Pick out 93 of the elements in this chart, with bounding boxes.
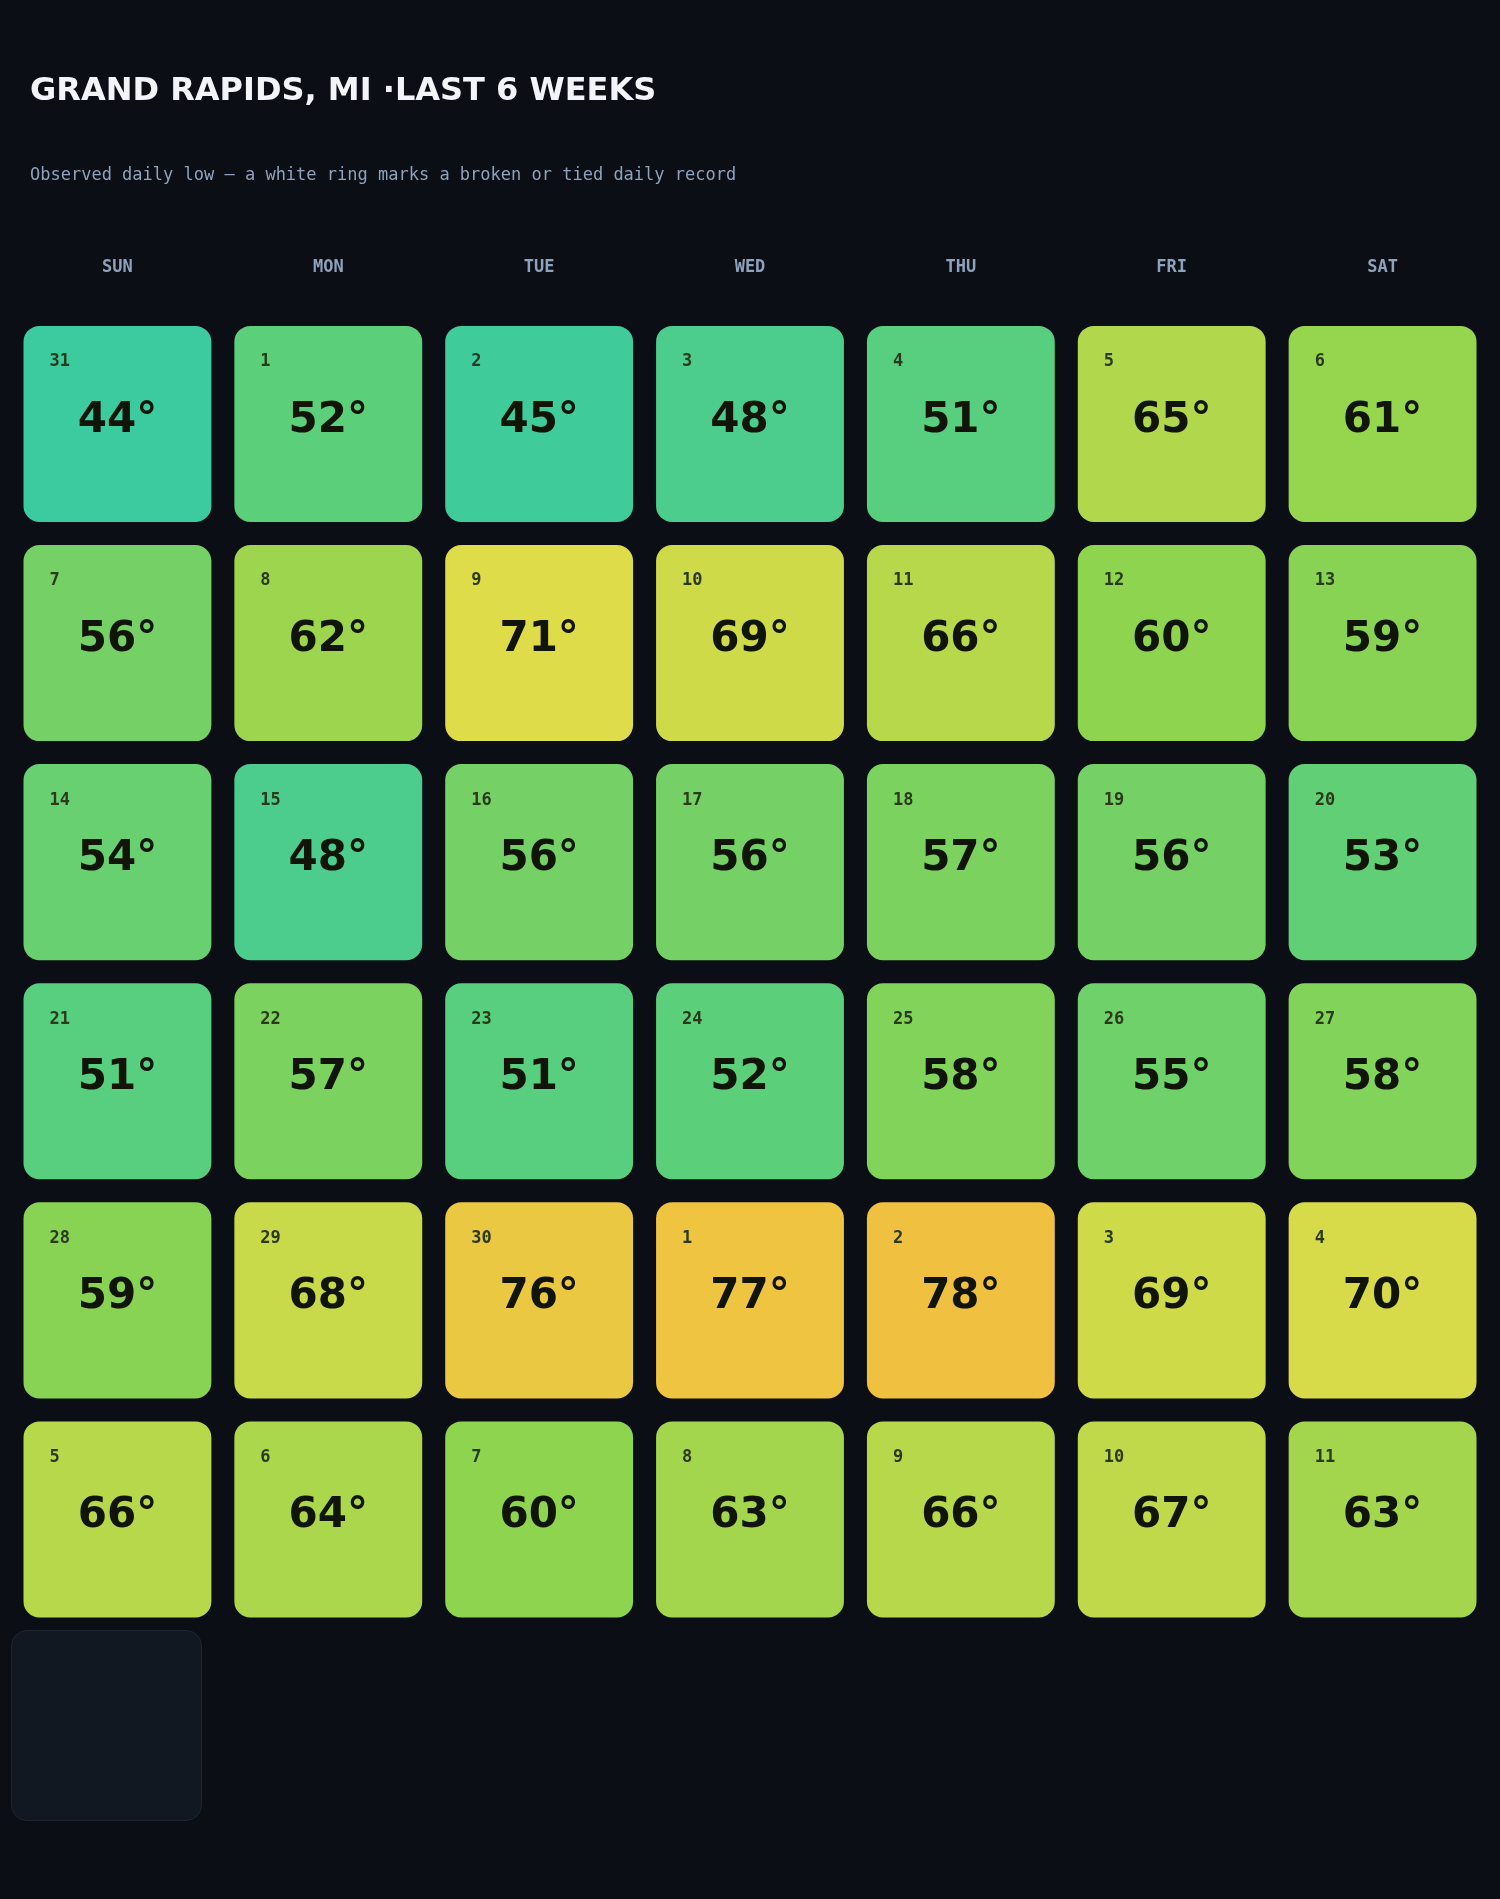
data-label: 52° <box>288 392 369 442</box>
annotation: 3 <box>1103 1226 1115 1247</box>
data-label: 55° <box>1131 1050 1212 1100</box>
annotation: 31 <box>49 350 70 371</box>
data-label: 59° <box>77 1269 158 1319</box>
data-label: 51° <box>499 1050 579 1100</box>
data-label: 70° <box>1342 1269 1423 1319</box>
data-label: 45° <box>499 392 579 442</box>
annotation: 13 <box>1314 569 1336 590</box>
annotation: 10 <box>682 569 703 590</box>
annotation: 16 <box>471 788 492 809</box>
chart-title: GRAND RAPIDS, MI ·LAST 6 WEEKS <box>30 70 657 108</box>
x-tick-label: SUN <box>102 255 133 276</box>
annotation: 15 <box>260 788 281 809</box>
annotation: 27 <box>1314 1007 1336 1028</box>
data-label: 62° <box>288 611 369 661</box>
data-label: 67° <box>1131 1488 1212 1538</box>
annotation: 5 <box>1103 350 1115 371</box>
data-label: 56° <box>1131 831 1212 881</box>
data-label: 57° <box>288 1050 369 1100</box>
data-label: 76° <box>499 1269 579 1319</box>
annotation: 7 <box>49 569 60 590</box>
annotation: 7 <box>471 1445 482 1466</box>
annotation: 26 <box>1103 1007 1125 1028</box>
x-tick-label: SAT <box>1367 255 1398 276</box>
annotation: 2 <box>892 1226 904 1247</box>
annotation: 25 <box>892 1007 914 1028</box>
data-label: 56° <box>77 611 158 661</box>
annotation: 23 <box>471 1007 492 1028</box>
annotation: 1 <box>682 1226 693 1247</box>
annotation: 22 <box>260 1007 281 1028</box>
data-label: 51° <box>921 392 1001 442</box>
data-label: 58° <box>921 1050 1001 1100</box>
annotation: 17 <box>682 788 703 809</box>
annotation: 1 <box>260 350 271 371</box>
annotation: 14 <box>49 788 70 809</box>
annotation: 9 <box>892 1445 904 1466</box>
annotation: 11 <box>1314 1445 1336 1466</box>
x-tick-label: THU <box>945 255 977 276</box>
chart-subtitle: Observed daily low — a white ring marks a broken or tied daily record <box>30 164 737 184</box>
annotation: 12 <box>1103 569 1125 590</box>
data-label: 51° <box>77 1050 158 1100</box>
annotation: 8 <box>260 569 271 590</box>
annotation: 4 <box>1314 1226 1325 1247</box>
annotation: 20 <box>1314 788 1336 809</box>
annotation: 28 <box>49 1226 70 1247</box>
data-label: 48° <box>288 831 369 881</box>
data-label: 57° <box>921 831 1001 881</box>
data-label: 64° <box>288 1488 369 1538</box>
annotation: 30 <box>471 1226 492 1247</box>
annotation: 4 <box>892 350 904 371</box>
annotation: 9 <box>471 569 482 590</box>
annotation: 29 <box>260 1226 281 1247</box>
data-label: 54° <box>77 831 158 881</box>
data-label: 63° <box>710 1488 790 1538</box>
data-label: 56° <box>710 831 790 881</box>
data-label: 69° <box>710 611 790 661</box>
annotation: 18 <box>892 788 914 809</box>
annotation: 5 <box>49 1445 60 1466</box>
annotation: 24 <box>682 1007 703 1028</box>
data-label: 66° <box>921 611 1001 661</box>
data-label: 68° <box>288 1269 369 1319</box>
data-label: 60° <box>499 1488 579 1538</box>
data-label: 63° <box>1342 1488 1423 1538</box>
data-label: 53° <box>1342 831 1423 881</box>
x-tick-label: TUE <box>523 255 555 276</box>
data-label: 77° <box>710 1269 790 1319</box>
data-label: 66° <box>77 1488 158 1538</box>
annotation: 8 <box>682 1445 693 1466</box>
annotation: 6 <box>1314 350 1325 371</box>
data-label: 60° <box>1131 611 1212 661</box>
annotation: 3 <box>682 350 693 371</box>
data-label: 69° <box>1131 1269 1212 1319</box>
data-label: 61° <box>1342 392 1423 442</box>
data-label: 44° <box>77 392 158 442</box>
data-label: 58° <box>1342 1050 1423 1100</box>
annotation: 10 <box>1103 1445 1125 1466</box>
data-label: 52° <box>710 1050 790 1100</box>
data-label: 65° <box>1131 392 1212 442</box>
data-label: 59° <box>1342 611 1423 661</box>
x-tick-label: MON <box>312 255 344 276</box>
annotation: 2 <box>471 350 482 371</box>
data-label: 56° <box>499 831 579 881</box>
x-tick-label: WED <box>734 255 766 276</box>
data-label: 71° <box>499 611 579 661</box>
annotation: 19 <box>1103 788 1125 809</box>
annotation: 6 <box>260 1445 271 1466</box>
data-label: 78° <box>921 1269 1001 1319</box>
data-label: 66° <box>921 1488 1001 1538</box>
annotation: 11 <box>892 569 914 590</box>
data-label: 48° <box>710 392 790 442</box>
x-tick-label: FRI <box>1156 255 1188 276</box>
annotation: 21 <box>49 1007 70 1028</box>
